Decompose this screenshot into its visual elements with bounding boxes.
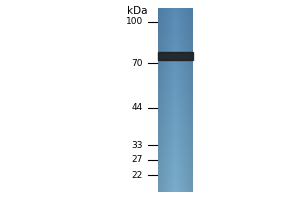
Text: 33: 33 (131, 140, 143, 150)
Text: 22: 22 (132, 170, 143, 180)
Text: kDa: kDa (128, 6, 148, 16)
Text: 100: 100 (126, 18, 143, 26)
Bar (158, 52, 193, 60)
Text: 27: 27 (132, 156, 143, 164)
Text: 70: 70 (131, 58, 143, 68)
Text: 44: 44 (132, 104, 143, 112)
